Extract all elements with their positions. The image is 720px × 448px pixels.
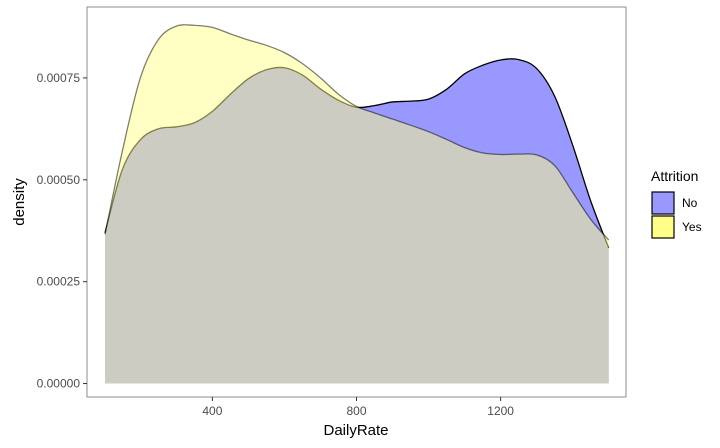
x-tick-label: 800	[346, 404, 366, 418]
y-tick-label: 0.00050	[37, 173, 81, 187]
density-areas	[104, 24, 610, 384]
y-axis: 0.00000 0.00025 0.00050 0.00075	[37, 71, 87, 391]
legend-title: Attrition	[651, 168, 698, 184]
legend-swatch	[651, 191, 675, 215]
x-tick-label: 400	[202, 404, 222, 418]
legend-label: Yes	[682, 220, 702, 234]
legend-label: No	[682, 196, 698, 210]
density-area-yes	[105, 24, 609, 384]
x-axis-title: DailyRate	[323, 422, 388, 439]
y-tick-label: 0.00000	[37, 377, 81, 391]
y-axis-title: density	[11, 178, 28, 226]
legend-swatch	[651, 215, 675, 239]
legend-item-no: No	[651, 191, 698, 215]
legend-item-yes: Yes	[651, 215, 702, 239]
x-axis: 400 800 1200	[202, 397, 514, 418]
y-tick-label: 0.00075	[37, 71, 81, 85]
x-tick-label: 1200	[487, 404, 514, 418]
legend: Attrition No Yes	[651, 168, 702, 239]
y-tick-label: 0.00025	[37, 275, 81, 289]
density-line-yes	[104, 24, 610, 241]
